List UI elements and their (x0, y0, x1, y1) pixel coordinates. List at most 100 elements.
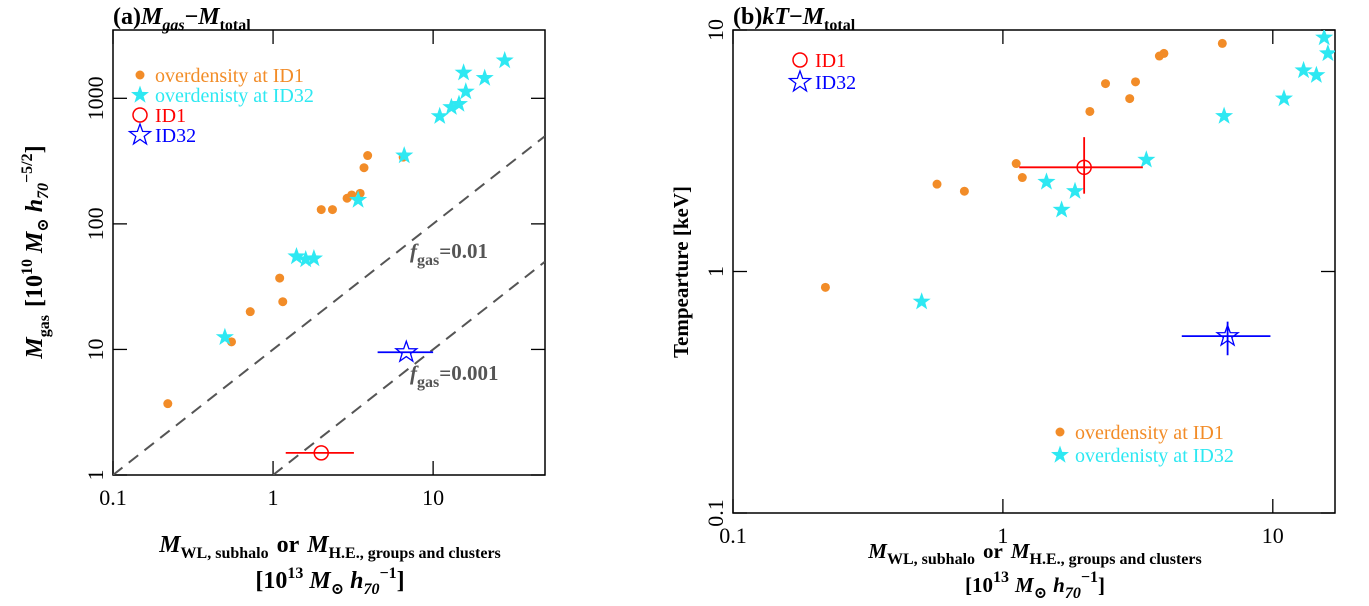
legend-label: overdensity at ID1 (155, 65, 304, 87)
legend-marker (792, 52, 808, 68)
x-tick-label: 1 (997, 523, 1008, 548)
plot-frame (732, 29, 1336, 514)
ratio-line (272, 260, 545, 475)
label-part: gas (36, 315, 53, 337)
label-part: h (350, 568, 363, 594)
label-part: ⊙ (35, 218, 52, 231)
data-point (932, 179, 942, 189)
data-point (442, 97, 461, 115)
data-point (327, 205, 337, 215)
data-point (1076, 159, 1092, 176)
x-tick-label: 0.1 (719, 523, 747, 548)
data-point (1131, 77, 1141, 87)
legend-label: ID32 (155, 125, 196, 147)
data-point (215, 327, 234, 345)
label-part: M (22, 230, 48, 254)
x-axis-units: [1013 M⊙ h70−1] (965, 569, 1105, 602)
data-point (959, 186, 969, 196)
label-part: −1 (379, 565, 396, 582)
label-part: f (410, 361, 419, 385)
ratio-line-label: fgas=0.001 (410, 361, 498, 391)
data-point (1215, 323, 1240, 347)
title-part: M (140, 4, 164, 30)
x-tick-label: 0.1 (99, 485, 127, 510)
plot-area (820, 30, 1335, 356)
data-point (430, 106, 449, 124)
title-part: gas (161, 17, 184, 34)
data-point (394, 339, 419, 363)
data-point (1052, 200, 1071, 218)
legend-marker (131, 85, 149, 103)
legend-label: overdenisty at ID32 (155, 85, 314, 107)
title-part: M (802, 4, 826, 30)
data-point (359, 163, 369, 173)
y-tick-label: 100 (83, 207, 108, 240)
y-tick-label: 0.1 (703, 499, 728, 527)
legend-label: overdenisty at ID32 (1075, 445, 1234, 467)
data-point (1101, 79, 1111, 89)
data-point (296, 250, 315, 268)
label-part: or (983, 539, 1003, 563)
label-part: −1 (1081, 569, 1098, 586)
label-part: =0.001 (439, 361, 498, 385)
label-part: 70 (363, 581, 379, 598)
data-point (275, 273, 285, 283)
data-point (454, 63, 473, 81)
data-point (449, 94, 468, 112)
legend-marker (1051, 445, 1069, 463)
data-point (1037, 172, 1056, 190)
data-point (1017, 173, 1027, 183)
label-part: [10 (22, 275, 48, 307)
legend-marker (132, 107, 148, 123)
label-part: −5/2 (19, 153, 36, 183)
title-part: (a) (113, 4, 141, 30)
label-part: ] (397, 568, 405, 594)
label-part: =0.01 (439, 239, 488, 263)
data-point (1125, 94, 1135, 104)
label-part: M (308, 568, 332, 594)
data-point (1307, 65, 1326, 83)
label-part: h (22, 199, 48, 212)
title-part: − (789, 4, 803, 30)
label-part: 13 (287, 565, 303, 582)
legend-marker (1055, 427, 1065, 437)
label-part: or (277, 532, 300, 558)
x-axis-label: MWL, subhalo or MH.E., groups and clusters (867, 539, 1201, 568)
data-point (163, 399, 173, 409)
data-point (1294, 60, 1313, 79)
data-point (349, 190, 368, 208)
data-point (1066, 181, 1084, 199)
y-tick-label: 1000 (83, 76, 108, 120)
label-part: WL, subhalo (181, 545, 269, 562)
y-tick-label: 10 (703, 19, 728, 41)
data-point (1217, 38, 1227, 48)
label-part: M (158, 532, 182, 558)
label-part: [10 (255, 568, 287, 594)
data-point (495, 51, 514, 69)
x-tick-label: 10 (422, 485, 444, 510)
data-point (1011, 159, 1021, 169)
x-axis-label: MWL, subhalo or MH.E., groups and clusters (158, 532, 501, 562)
label-part: h (1053, 573, 1065, 597)
label-part: ] (22, 145, 48, 153)
ratio-line (113, 135, 545, 475)
data-point (1137, 150, 1156, 168)
data-point (456, 82, 475, 100)
data-point (1318, 43, 1335, 62)
label-part: M (22, 336, 48, 360)
title-part: M (197, 4, 221, 30)
data-point (287, 247, 306, 265)
data-point (1274, 89, 1293, 107)
data-point (1215, 106, 1234, 124)
data-point (304, 249, 323, 267)
label-part: M (1014, 573, 1035, 597)
label-part: ] (1098, 573, 1105, 597)
legend-label: ID32 (815, 72, 856, 94)
label-part: M (306, 532, 330, 558)
title-part: total (220, 17, 252, 34)
data-point (313, 445, 329, 461)
label-part: M (1010, 539, 1031, 563)
data-point (475, 68, 494, 86)
label-part: WL, subhalo (887, 551, 975, 568)
